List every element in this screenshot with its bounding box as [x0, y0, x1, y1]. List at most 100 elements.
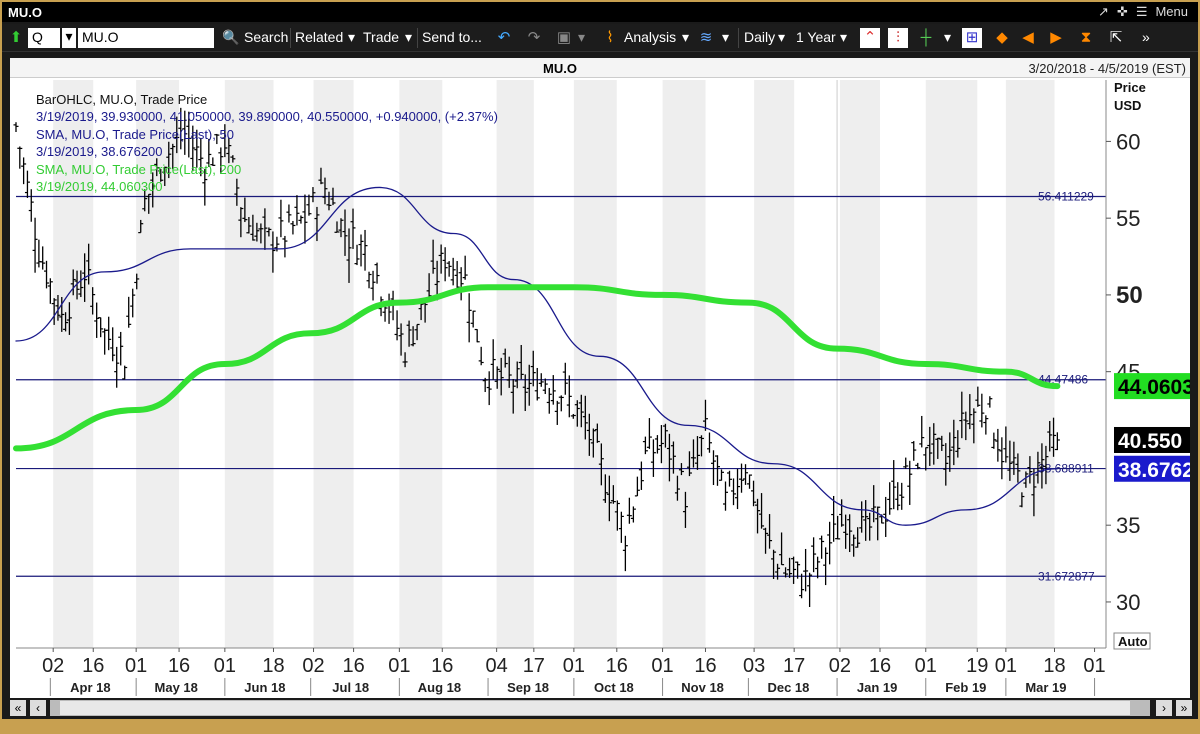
ohlc-bar [851, 534, 857, 557]
range-chevron-icon[interactable]: ▾ [840, 29, 848, 45]
analysis-menu[interactable]: Analysis [624, 29, 677, 45]
ohlc-bar [743, 464, 749, 485]
analysis-icon[interactable]: ⌇ [606, 29, 614, 46]
ohlc-bar [59, 296, 65, 332]
x-axis-tick-label: 01 [388, 655, 410, 677]
crosshair-chevron-icon[interactable]: ▾ [944, 29, 952, 45]
y-axis-price-label: Price [1114, 80, 1146, 95]
ohlc-bar [847, 514, 853, 553]
scroll-right-icon[interactable]: ▶ [1050, 29, 1062, 46]
redo-icon[interactable]: ↷ [527, 29, 541, 46]
pointer-icon[interactable]: ⇱ [1109, 29, 1123, 46]
x-axis-tick-label: 16 [168, 655, 190, 677]
ohlc-bar [566, 375, 572, 418]
auto-scale-button[interactable]: Auto [1113, 632, 1151, 650]
x-axis-month-label: Apr 18 [70, 680, 110, 695]
zoom-icon[interactable]: ⊞ [962, 28, 982, 48]
toolbar: ⬆ Q ▾ MU.O 🔍 Search Related ▾ Trade ▾ Se… [2, 24, 1198, 52]
x-axis-month-label: Sep 18 [507, 680, 549, 695]
ohlc-bar [1019, 492, 1025, 508]
ohlc-bar [1039, 443, 1045, 489]
related-chevron-icon[interactable]: ▾ [348, 29, 356, 45]
scroll-next-icon[interactable]: › [1156, 700, 1172, 716]
ohlc-bar [1011, 441, 1017, 475]
interval-chevron-icon[interactable]: ▾ [778, 29, 786, 45]
symbol-dropdown-icon[interactable]: ▾ [62, 28, 76, 48]
ohlc-bar [634, 476, 640, 497]
trade-menu[interactable]: Trade [363, 29, 400, 45]
ohlc-bar [915, 462, 921, 470]
ohlc-bar [606, 475, 612, 522]
interval-select[interactable]: Daily [744, 29, 776, 45]
grid-band [839, 80, 880, 648]
link-icon[interactable]: ✜ [1116, 4, 1128, 19]
x-axis-tick-label: 01 [214, 655, 236, 677]
ohlc-bar [478, 346, 484, 366]
ohlc-bar [486, 371, 492, 406]
x-axis-background [10, 648, 1110, 698]
waves-chevron-icon[interactable]: ▾ [722, 29, 730, 45]
ohlc-bar [502, 348, 508, 368]
legend-line-sma200-value: 3/19/2019, 44.060300 [36, 179, 163, 194]
scroll-left-icon[interactable]: ◀ [1022, 29, 1034, 46]
x-axis-month-label: Jul 18 [332, 680, 369, 695]
grid-band [399, 80, 443, 648]
horizontal-line-label: 56.411229 [1038, 189, 1094, 203]
related-menu[interactable]: Related [295, 29, 344, 45]
ohlc-bar [250, 214, 256, 241]
popout-icon[interactable]: ↗ [1098, 4, 1109, 19]
ohlc-bar [967, 394, 973, 430]
ohlc-bar [70, 269, 76, 296]
line-chart-icon[interactable]: ⌃ [860, 28, 880, 48]
up-arrow-icon[interactable]: ⬆ [9, 29, 23, 46]
ohlc-bar [21, 157, 27, 185]
ohlc-bar [446, 261, 452, 277]
search-icon[interactable]: 🔍 [222, 29, 240, 45]
bar-chart-icon[interactable]: ⫶ [888, 28, 908, 48]
scroll-thumb[interactable] [60, 701, 1130, 715]
analysis-chevron-icon[interactable]: ▾ [682, 29, 690, 45]
camera-icon[interactable]: ▣ [556, 29, 572, 46]
trade-chevron-icon[interactable]: ▾ [405, 29, 413, 45]
ohlc-bar [718, 469, 724, 481]
ohlc-bar [466, 293, 472, 343]
more-icon[interactable]: » [1142, 29, 1150, 45]
hourglass-icon[interactable]: ⧗ [1080, 29, 1092, 46]
price-tag-box [1114, 373, 1190, 400]
scroll-first-icon[interactable]: « [10, 700, 26, 716]
send-to-menu[interactable]: Send to... [422, 29, 482, 45]
ohlc-bar [266, 227, 272, 237]
search-button[interactable]: Search [244, 29, 289, 45]
ohlc-bar [226, 137, 232, 164]
ohlc-bar [282, 235, 288, 258]
legend-line-sma50-value: 3/19/2019, 38.676200 [36, 144, 163, 159]
y-axis-tick-label: 35 [1116, 513, 1140, 538]
scroll-track[interactable] [50, 700, 1150, 716]
waves-icon[interactable]: ≋ [699, 29, 713, 46]
scroll-prev-icon[interactable]: ‹ [30, 700, 46, 716]
ohlc-bar [875, 506, 881, 541]
ohlc-bar [863, 500, 869, 541]
crosshair-icon[interactable]: ┼ [920, 29, 932, 46]
ohlc-bar [482, 377, 488, 393]
ohlc-bar [130, 288, 136, 318]
ohlc-bar [370, 270, 376, 301]
horizontal-scrollbar[interactable]: « ‹ › » [2, 699, 1198, 717]
ohlc-bar [40, 246, 46, 270]
ohlc-bar [530, 350, 536, 387]
ohlc-bar [690, 439, 696, 468]
symbol-type-box[interactable]: Q [28, 28, 60, 48]
menu-button[interactable]: Menu [1155, 4, 1188, 19]
camera-chevron-icon[interactable]: ▾ [578, 29, 586, 45]
price-tag-label: 44.0603 [1118, 376, 1190, 399]
x-axis-tick-label: 01 [1083, 655, 1105, 677]
menu-icon[interactable]: ☰ [1135, 4, 1148, 19]
ohlc-bar [24, 170, 30, 198]
range-select[interactable]: 1 Year [796, 29, 836, 45]
undo-icon[interactable]: ↶ [497, 29, 511, 46]
scroll-last-icon[interactable]: » [1176, 700, 1192, 716]
scroll-both-icon[interactable]: ◆ [996, 29, 1008, 46]
ticker-input[interactable]: MU.O [78, 28, 214, 48]
x-axis-month-label: Jun 18 [244, 680, 285, 695]
